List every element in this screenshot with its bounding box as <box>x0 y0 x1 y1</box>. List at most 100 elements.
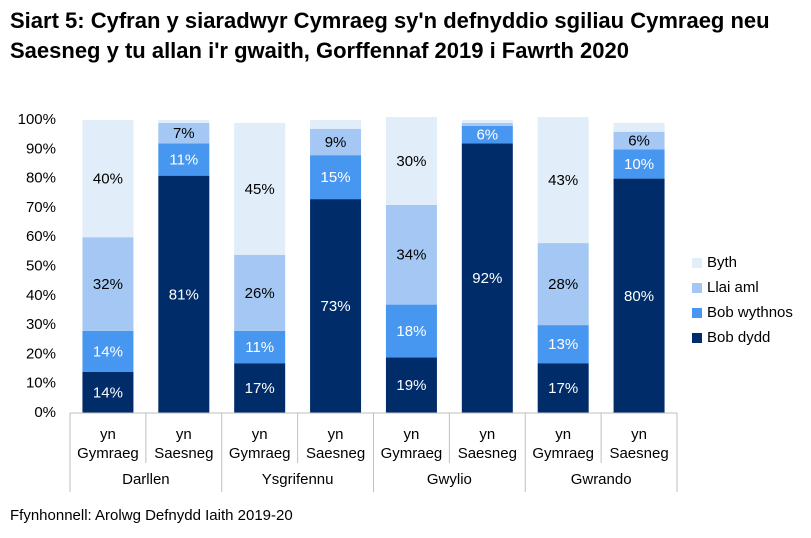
chart-source: Ffynhonnell: Arolwg Defnydd Iaith 2019-2… <box>10 507 293 524</box>
group-label: Ysgrifennu <box>262 471 334 488</box>
x-tick-label: yn <box>252 426 268 443</box>
bar-segment <box>82 371 134 413</box>
bar-segment <box>385 117 437 205</box>
bar-segment <box>537 363 589 413</box>
data-label: 17% <box>245 380 275 397</box>
legend-item: Bob wythnos <box>692 300 793 325</box>
bar-segment <box>158 122 210 144</box>
data-label: 18% <box>396 323 426 340</box>
data-label: 19% <box>396 377 426 394</box>
bar-segment <box>537 243 589 326</box>
data-label: 15% <box>321 169 351 186</box>
data-label: 80% <box>624 288 654 305</box>
data-label: 17% <box>548 380 578 397</box>
y-tick-label: 80% <box>26 170 56 187</box>
x-tick-label: yn <box>479 426 495 443</box>
x-tick-label: yn <box>176 426 192 443</box>
bar-segment <box>310 155 362 200</box>
bar-segment <box>613 178 665 413</box>
x-tick-label: Gymraeg <box>77 445 139 462</box>
x-tick-label: Saesneg <box>458 445 517 462</box>
bar-segment <box>461 120 513 123</box>
bar-segment <box>234 363 286 413</box>
data-label: 14% <box>93 384 123 401</box>
y-tick-label: 0% <box>34 404 56 421</box>
y-tick-label: 90% <box>26 140 56 157</box>
bar-segment <box>613 122 665 132</box>
data-label: 32% <box>93 276 123 293</box>
group-label: Gwrando <box>571 471 632 488</box>
data-label: 26% <box>245 285 275 302</box>
legend-item: Bob dydd <box>692 325 793 350</box>
y-tick-label: 50% <box>26 257 56 274</box>
bar-segment <box>310 128 362 156</box>
legend-item: Byth <box>692 250 793 275</box>
data-label: 9% <box>325 134 347 151</box>
y-tick-label: 100% <box>18 111 56 128</box>
data-label: 40% <box>93 171 123 188</box>
y-tick-label: 40% <box>26 287 56 304</box>
y-tick-label: 20% <box>26 345 56 362</box>
legend-swatch <box>692 307 702 318</box>
y-tick-label: 60% <box>26 228 56 245</box>
bar-segment <box>158 120 210 123</box>
bar-segment <box>82 120 134 238</box>
data-label: 45% <box>245 181 275 198</box>
bar-segment <box>234 122 286 255</box>
x-tick-label: Gymraeg <box>229 445 291 462</box>
bar-segment <box>234 330 286 364</box>
data-label: 43% <box>548 172 578 189</box>
legend-label: Bob wythnos <box>707 304 793 321</box>
data-label: 7% <box>173 125 195 142</box>
x-tick-label: yn <box>404 426 420 443</box>
group-label: Gwylio <box>427 471 472 488</box>
y-tick-label: 30% <box>26 316 56 333</box>
bar-segment <box>537 117 589 244</box>
bar-segment <box>613 131 665 150</box>
bar-segment <box>158 175 210 413</box>
bar-segment <box>158 143 210 176</box>
data-label: 11% <box>245 339 274 356</box>
y-tick-label: 70% <box>26 199 56 216</box>
data-label: 30% <box>396 153 426 170</box>
bar-segment <box>82 237 134 331</box>
data-label: 73% <box>321 298 351 315</box>
legend-swatch <box>692 257 702 268</box>
chart-legend: Byth Llai aml Bob wythnos Bob dydd <box>692 250 793 350</box>
legend-swatch <box>692 332 702 343</box>
data-label: 6% <box>476 127 498 144</box>
legend-label: Byth <box>707 254 738 271</box>
x-tick-label: Gymraeg <box>381 445 443 462</box>
x-tick-label: yn <box>555 426 571 443</box>
bar-segment <box>385 204 437 305</box>
bar-segment <box>82 330 134 372</box>
bar-segment <box>537 325 589 364</box>
bar-segment <box>310 120 362 129</box>
data-label: 13% <box>548 336 578 353</box>
x-tick-label: Gymraeg <box>532 445 594 462</box>
data-label: 81% <box>169 286 199 303</box>
data-label: 34% <box>396 247 426 264</box>
legend-item: Llai aml <box>692 275 793 300</box>
bar-segment <box>234 254 286 331</box>
data-label: 10% <box>624 156 654 173</box>
x-tick-label: Saesneg <box>154 445 213 462</box>
x-tick-label: yn <box>100 426 116 443</box>
data-label: 92% <box>472 270 502 287</box>
x-tick-label: yn <box>631 426 647 443</box>
data-label: 14% <box>93 343 123 360</box>
data-label: 11% <box>169 152 198 169</box>
legend-swatch <box>692 282 702 293</box>
bar-segment <box>461 143 513 413</box>
bar-segment <box>461 122 513 126</box>
data-label: 6% <box>628 132 650 149</box>
chart-title: Siart 5: Cyfran y siaradwyr Cymraeg sy'n… <box>10 8 770 63</box>
group-label: Darllen <box>122 471 170 488</box>
bar-segment <box>613 149 665 179</box>
bar-segment <box>461 125 513 144</box>
x-tick-label: Saesneg <box>609 445 668 462</box>
x-tick-label: Saesneg <box>306 445 365 462</box>
bar-segment <box>385 357 437 413</box>
y-tick-label: 10% <box>26 375 56 392</box>
